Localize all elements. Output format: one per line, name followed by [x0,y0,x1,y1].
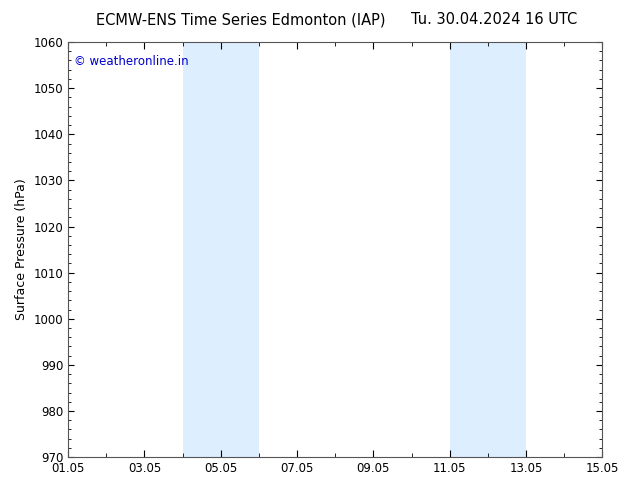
Y-axis label: Surface Pressure (hPa): Surface Pressure (hPa) [15,179,28,320]
Bar [183,42,259,457]
Text: Tu. 30.04.2024 16 UTC: Tu. 30.04.2024 16 UTC [411,12,578,27]
Text: © weatheronline.in: © weatheronline.in [74,54,188,68]
Bar [450,42,526,457]
Text: ECMW-ENS Time Series Edmonton (IAP): ECMW-ENS Time Series Edmonton (IAP) [96,12,385,27]
